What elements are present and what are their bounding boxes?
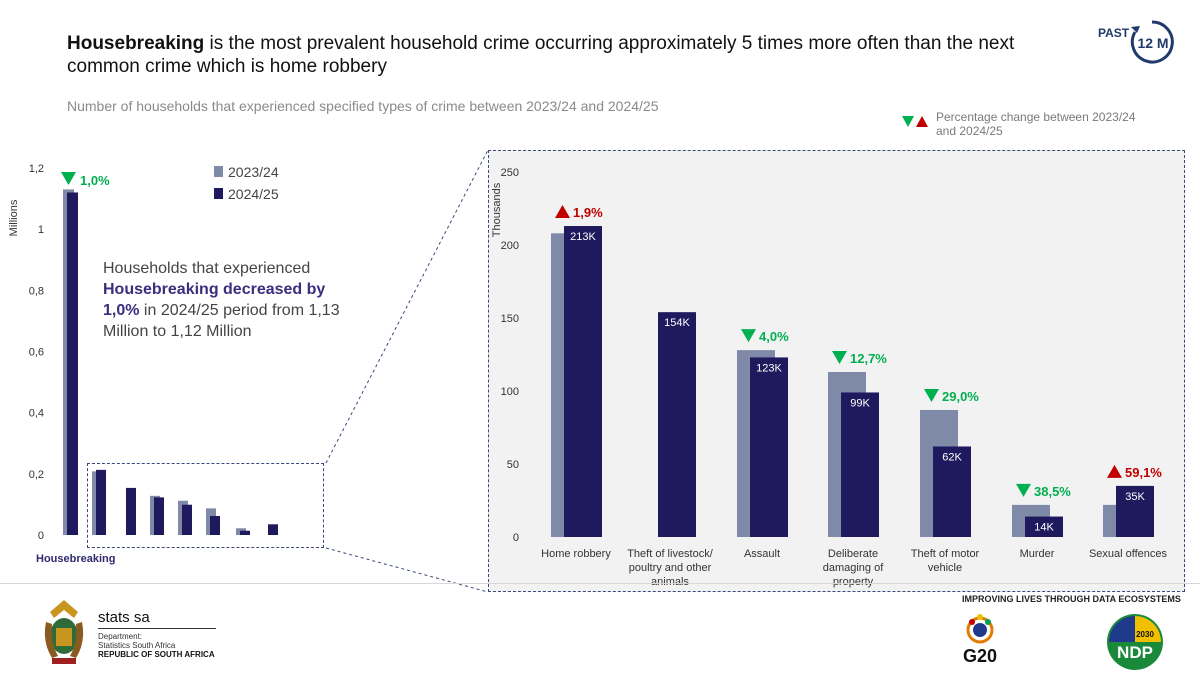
change-triangle bbox=[741, 329, 756, 343]
dept-line1: Department: bbox=[98, 632, 143, 641]
inset-bar-2024 bbox=[182, 504, 192, 535]
g20-logo-icon: G20 bbox=[963, 614, 997, 666]
annotation: Households that experienced Housebreakin… bbox=[103, 258, 343, 342]
x-tick-label: Deliberate damaging of property bbox=[823, 548, 884, 588]
x-tick-label: Theft of livestock/poultry and other anim… bbox=[627, 548, 714, 588]
annotation-bold: Housebreaking decreased by 1,0% bbox=[103, 281, 326, 319]
right-y-tick-label: 200 bbox=[501, 240, 519, 252]
right-y-tick-label: 50 bbox=[507, 459, 519, 471]
bar-2024 bbox=[658, 312, 696, 537]
inset-bar-2024 bbox=[240, 530, 250, 535]
inset-bar-2024 bbox=[154, 497, 164, 535]
x-tick-label: Theft of motor vehicle bbox=[911, 548, 980, 574]
left-y-tick-label: 1 bbox=[38, 224, 44, 236]
annotation-line1: Households that experienced bbox=[103, 260, 311, 277]
g20-label: G20 bbox=[963, 646, 997, 666]
right-y-tick-label: 250 bbox=[501, 167, 519, 179]
zoom-connector-top bbox=[325, 149, 489, 464]
change-label: 4,0% bbox=[759, 329, 789, 344]
bar-data-label: 154K bbox=[664, 317, 690, 329]
bar-2024 bbox=[750, 357, 788, 537]
right-y-tick-label: 150 bbox=[501, 313, 519, 325]
footer-divider bbox=[0, 583, 1200, 584]
bar-2024 bbox=[1116, 485, 1154, 537]
bar-data-label: 62K bbox=[942, 451, 962, 463]
stats-sa-rule bbox=[98, 628, 216, 629]
period-clock-icon: 12 M bbox=[1130, 20, 1174, 64]
x-tick-label: Murder bbox=[1020, 548, 1055, 560]
bar-data-label: 14K bbox=[1034, 522, 1054, 534]
bar-data-label: 213K bbox=[570, 231, 596, 243]
dept-line2: Statistics South Africa bbox=[98, 641, 176, 650]
right-y-axis-label: Thousands bbox=[491, 182, 503, 237]
bar-2024 bbox=[1025, 516, 1063, 537]
past-value: 12 M bbox=[1137, 35, 1168, 51]
change-legend-label: Percentage change between 2023/24 and 20… bbox=[936, 110, 1136, 138]
change-label: 1,9% bbox=[573, 205, 603, 220]
page-subtitle: Number of households that experienced sp… bbox=[67, 98, 659, 114]
zoom-connector-bottom bbox=[325, 547, 489, 593]
bar-2024 bbox=[564, 226, 602, 537]
left-y-tick-label: 0,2 bbox=[29, 469, 44, 481]
legend-label-2023: 2023/24 bbox=[228, 164, 279, 180]
bar-housebreaking-2024 bbox=[67, 192, 78, 535]
title-text: is the most prevalent household crime oc… bbox=[67, 33, 1015, 77]
left-y-tick-label: 0,8 bbox=[29, 285, 44, 297]
change-triangle bbox=[555, 205, 570, 219]
bar-data-label: 35K bbox=[1125, 491, 1145, 503]
left-y-tick-label: 1,2 bbox=[29, 163, 44, 175]
inset-bar-2024 bbox=[268, 524, 278, 535]
left-y-tick-label: 0,4 bbox=[29, 408, 44, 420]
title-highlight: Housebreaking bbox=[67, 33, 205, 54]
change-triangle bbox=[1016, 483, 1031, 497]
change-label: 12,7% bbox=[850, 351, 887, 366]
change-triangle bbox=[832, 351, 847, 365]
change-triangle bbox=[1107, 464, 1122, 478]
inset-bar-2024 bbox=[126, 487, 136, 535]
ndp-label: NDP bbox=[1117, 643, 1153, 662]
coat-of-arms-icon bbox=[44, 600, 84, 664]
change-label-housebreaking: 1,0% bbox=[80, 173, 110, 188]
ndp-year: 2030 bbox=[1136, 630, 1154, 639]
x-tick-label: Home robbery bbox=[541, 548, 611, 560]
ndp-logo-icon: 2030 NDP bbox=[1107, 614, 1163, 670]
left-y-axis-label: Millions bbox=[8, 199, 20, 236]
left-y-tick-label: 0,6 bbox=[29, 347, 44, 359]
stats-sa-department: Department: Statistics South Africa bbox=[98, 632, 175, 650]
x-tick-label: Assault bbox=[744, 548, 780, 560]
change-label: 38,5% bbox=[1034, 484, 1071, 499]
change-label: 59,1% bbox=[1125, 465, 1162, 480]
stats-sa-logo-text: stats sa bbox=[98, 609, 150, 626]
change-triangle bbox=[924, 388, 939, 402]
left-y-tick-label: 0 bbox=[38, 530, 44, 542]
right-y-tick-label: 100 bbox=[501, 386, 519, 398]
inset-bar-2024 bbox=[210, 516, 220, 535]
improving-lives-text: IMPROVING LIVES THROUGH DATA ECOSYSTEMS bbox=[962, 594, 1181, 604]
x-tick-label: Sexual offences bbox=[1089, 548, 1168, 560]
legend-label-2024: 2024/25 bbox=[228, 186, 279, 202]
left-x-label-housebreaking: Housebreaking bbox=[36, 553, 115, 565]
stats-sa-rsa: REPUBLIC OF SOUTH AFRICA bbox=[98, 650, 215, 659]
annotation-rest: in 2024/25 period from 1,13 Million to 1… bbox=[103, 302, 340, 340]
change-label: 29,0% bbox=[942, 389, 979, 404]
page-title: Housebreaking is the most prevalent hous… bbox=[67, 32, 1067, 78]
inset-bar-2024 bbox=[96, 469, 106, 535]
legend-swatch-2023 bbox=[214, 166, 223, 177]
bar-data-label: 99K bbox=[850, 397, 870, 409]
legend-swatch-2024 bbox=[214, 188, 223, 199]
change-triangles-icon bbox=[902, 116, 928, 127]
right-y-tick-label: 0 bbox=[513, 532, 519, 544]
past-label: PAST bbox=[1098, 26, 1130, 40]
zoom-selection-box bbox=[87, 463, 324, 548]
bar-2024 bbox=[933, 446, 971, 537]
bar-2024 bbox=[841, 392, 879, 537]
change-triangle-housebreaking bbox=[61, 172, 76, 185]
bar-data-label: 123K bbox=[756, 362, 782, 374]
